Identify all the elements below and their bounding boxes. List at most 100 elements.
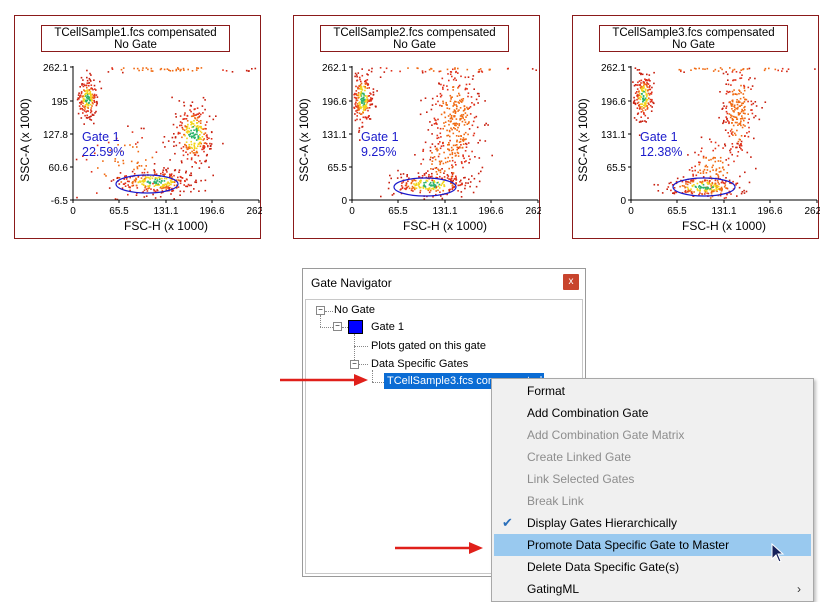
checkmark-icon: ✔ bbox=[502, 515, 513, 530]
collapse-gate-1-icon[interactable]: − bbox=[333, 322, 342, 331]
gate-percent: 12.38% bbox=[640, 145, 682, 159]
y-tick-label: 262.1 bbox=[43, 63, 68, 74]
y-tick-label: 0 bbox=[341, 196, 347, 207]
x-axis-label: FSC-H (x 1000) bbox=[124, 219, 208, 233]
gate-1-ellipse bbox=[672, 177, 736, 197]
x-tick-label: 196.6 bbox=[478, 206, 503, 217]
x-tick-label: 131.1 bbox=[153, 206, 178, 217]
y-axis-label: SSC-A (x 1000) bbox=[297, 98, 311, 181]
y-tick-label: 195 bbox=[51, 97, 68, 108]
plot-title-gate: No Gate bbox=[114, 39, 157, 51]
menu-item-break-link: Break Link bbox=[494, 490, 811, 512]
red-arrow-icon bbox=[280, 374, 368, 386]
x-tick-label: 65.5 bbox=[667, 206, 687, 217]
gate-name: Gate 1 bbox=[82, 130, 120, 144]
menu-item-add-combination-gate-matrix: Add Combination Gate Matrix bbox=[494, 424, 811, 446]
collapse-no-gate-icon[interactable]: − bbox=[316, 306, 325, 315]
plot-title-file: TCellSample2.fcs compensated bbox=[333, 27, 496, 39]
x-tick-label: 65.5 bbox=[388, 206, 408, 217]
tree-node-plots-gated[interactable]: Plots gated on this gate bbox=[371, 340, 486, 352]
plot-title: TCellSample3.fcs compensated No Gate bbox=[599, 25, 788, 52]
menu-item-label: Add Combination Gate bbox=[527, 406, 649, 420]
gate-percent: 9.25% bbox=[361, 145, 396, 159]
menu-item-label: Format bbox=[527, 384, 566, 398]
x-axis-label: FSC-H (x 1000) bbox=[682, 219, 766, 233]
x-tick-label: 262.1 bbox=[525, 206, 541, 217]
menu-item-label: Display Gates Hierarchically bbox=[527, 516, 678, 530]
x-tick-label: 196.6 bbox=[199, 206, 224, 217]
menu-item-format[interactable]: Format bbox=[494, 380, 811, 402]
gate-navigator-titlebar[interactable]: Gate Navigator x bbox=[303, 269, 585, 295]
y-tick-label: 131.1 bbox=[322, 130, 347, 141]
y-tick-label: 196.6 bbox=[322, 97, 347, 108]
x-tick-label: 196.6 bbox=[757, 206, 782, 217]
plot-title-file: TCellSample1.fcs compensated bbox=[54, 27, 217, 39]
x-tick-label: 0 bbox=[70, 206, 76, 217]
gate-navigator-title: Gate Navigator bbox=[311, 276, 392, 290]
submenu-arrow-icon: › bbox=[797, 582, 801, 596]
scatter-plot-2: 262.1 196.6 131.1 65.5 0 0 65.5 131.1 196.6 262.… bbox=[297, 63, 541, 233]
plot-title-gate: No Gate bbox=[672, 39, 715, 51]
x-tick-label: 0 bbox=[349, 206, 355, 217]
x-axis-label: FSC-H (x 1000) bbox=[403, 219, 487, 233]
y-tick-label: 65.5 bbox=[607, 163, 627, 174]
menu-item-label: Delete Data Specific Gate(s) bbox=[527, 560, 680, 574]
y-axis-label: SSC-A (x 1000) bbox=[18, 98, 32, 181]
tree-node-data-specific-gates[interactable]: Data Specific Gates bbox=[371, 358, 469, 370]
y-axis-label: SSC-A (x 1000) bbox=[576, 98, 590, 181]
menu-item-label: Break Link bbox=[527, 494, 584, 508]
scatter-plot-1: 262.1 195 127.8 60.6 -6.5 0 65.5 131.1 196.6 262… bbox=[18, 63, 262, 233]
dot-cloud bbox=[353, 67, 537, 200]
menu-item-add-combination-gate[interactable]: Add Combination Gate bbox=[494, 402, 811, 424]
mouse-cursor-icon bbox=[771, 543, 785, 563]
x-tick-label: 262.1 bbox=[804, 206, 820, 217]
menu-item-display-gates-hierarchically[interactable]: ✔ Display Gates Hierarchically bbox=[494, 512, 811, 534]
x-tick-label: 131.1 bbox=[711, 206, 736, 217]
menu-item-label: Add Combination Gate Matrix bbox=[527, 428, 685, 442]
y-tick-label: -6.5 bbox=[51, 196, 69, 207]
menu-item-promote-data-specific-gate[interactable]: Promote Data Specific Gate to Master bbox=[494, 534, 811, 556]
dot-cloud bbox=[75, 67, 257, 201]
scatter-plot-3: 262.1 196.6 131.1 65.5 0 0 65.5 131.1 196.6 262.… bbox=[576, 63, 820, 233]
menu-item-link-selected-gates: Link Selected Gates bbox=[494, 468, 811, 490]
x-tick-label: 0 bbox=[628, 206, 634, 217]
plot-panel-2[interactable]: 262.1 196.6 131.1 65.5 0 0 65.5 131.1 196.6 262.… bbox=[293, 15, 541, 239]
gate-1-ellipse bbox=[115, 174, 179, 194]
gate-1-ellipse bbox=[393, 177, 457, 197]
gate-1-color-swatch bbox=[348, 320, 363, 334]
gate-name: Gate 1 bbox=[640, 130, 678, 144]
x-tick-label: 65.5 bbox=[109, 206, 129, 217]
y-tick-label: 60.6 bbox=[49, 163, 69, 174]
tree-node-no-gate[interactable]: No Gate bbox=[334, 304, 375, 316]
y-tick-label: 0 bbox=[620, 196, 626, 207]
gate-name: Gate 1 bbox=[361, 130, 399, 144]
plot-panel-3[interactable]: 262.1 196.6 131.1 65.5 0 0 65.5 131.1 196.6 262.… bbox=[572, 15, 820, 239]
plot-title-gate: No Gate bbox=[393, 39, 436, 51]
menu-item-label: Create Linked Gate bbox=[527, 450, 632, 464]
y-tick-label: 196.6 bbox=[601, 97, 626, 108]
x-tick-label: 262.1 bbox=[246, 206, 262, 217]
gate-percent: 22.59% bbox=[82, 145, 124, 159]
menu-item-label: Link Selected Gates bbox=[527, 472, 635, 486]
menu-item-delete-data-specific-gates[interactable]: Delete Data Specific Gate(s) bbox=[494, 556, 811, 578]
plot-title-file: TCellSample3.fcs compensated bbox=[612, 27, 775, 39]
close-icon[interactable]: x bbox=[563, 274, 579, 290]
plot-title: TCellSample2.fcs compensated No Gate bbox=[320, 25, 509, 52]
y-tick-label: 65.5 bbox=[328, 163, 348, 174]
x-tick-label: 131.1 bbox=[432, 206, 457, 217]
context-menu[interactable]: Format Add Combination Gate Add Combinat… bbox=[491, 378, 814, 602]
plot-title: TCellSample1.fcs compensated No Gate bbox=[41, 25, 230, 52]
y-tick-label: 131.1 bbox=[601, 130, 626, 141]
collapse-data-specific-icon[interactable]: − bbox=[350, 360, 359, 369]
y-tick-label: 127.8 bbox=[43, 130, 68, 141]
menu-item-label: Promote Data Specific Gate to Master bbox=[527, 538, 730, 552]
menu-item-create-linked-gate: Create Linked Gate bbox=[494, 446, 811, 468]
tree-node-gate-1[interactable]: Gate 1 bbox=[371, 321, 405, 333]
menu-item-label: GatingML bbox=[527, 582, 580, 596]
plot-panel-1[interactable]: 262.1 195 127.8 60.6 -6.5 0 65.5 131.1 196.6 262… bbox=[14, 15, 262, 239]
y-tick-label: 262.1 bbox=[322, 63, 347, 74]
menu-item-gatingml[interactable]: GatingML › bbox=[494, 578, 811, 600]
y-tick-label: 262.1 bbox=[601, 63, 626, 74]
red-arrow-icon bbox=[395, 542, 483, 554]
dot-cloud bbox=[632, 67, 816, 199]
